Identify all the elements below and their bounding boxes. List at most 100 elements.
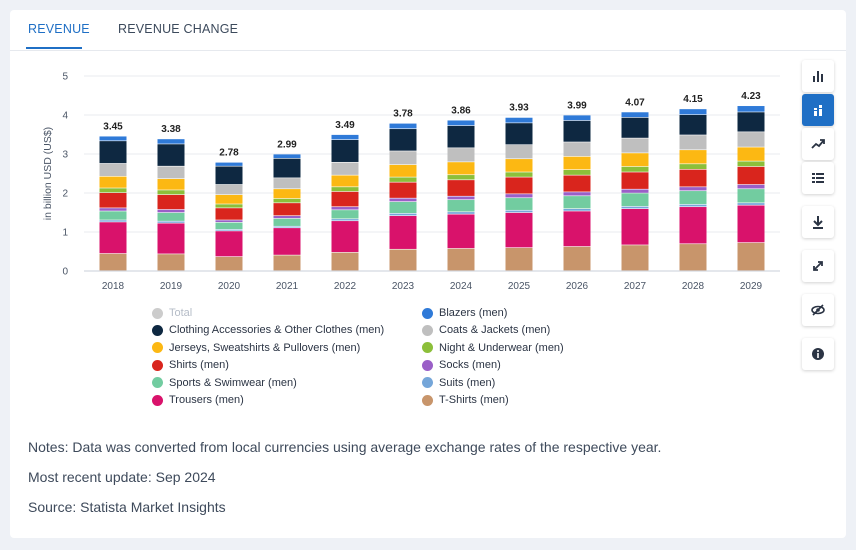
bar-segment xyxy=(622,112,649,117)
x-tick-label: 2025 xyxy=(508,281,531,292)
bar-segment xyxy=(622,167,649,172)
bar-segment xyxy=(738,185,765,189)
bar-segment xyxy=(680,109,707,114)
bar-segment xyxy=(448,175,475,179)
legend-item[interactable]: Suits (men) xyxy=(422,377,495,389)
bar-segment xyxy=(332,192,359,207)
bar-segment xyxy=(622,245,649,270)
bar-total-label: 4.07 xyxy=(625,97,645,108)
bar-segment xyxy=(216,185,243,195)
legend-label: Jerseys, Sweatshirts & Pullovers (men) xyxy=(169,342,360,354)
bar-segment xyxy=(448,180,475,196)
legend-item[interactable]: Blazers (men) xyxy=(422,307,507,319)
bar-segment xyxy=(390,129,417,151)
y-tick-label: 5 xyxy=(62,72,68,83)
legend-item[interactable]: Shirts (men) xyxy=(152,359,229,371)
bar-segment xyxy=(332,221,359,252)
bar-segment xyxy=(564,209,591,211)
bar-segment xyxy=(622,172,649,189)
legend-label: Coats & Jackets (men) xyxy=(439,324,550,336)
bar-segment xyxy=(564,121,591,142)
legend-item[interactable]: Jerseys, Sweatshirts & Pullovers (men) xyxy=(152,342,360,354)
bar-segment xyxy=(100,254,127,271)
legend-dot xyxy=(422,395,433,406)
bar-segment xyxy=(680,115,707,135)
bar-segment xyxy=(506,159,533,172)
bar-segment xyxy=(506,213,533,248)
bar-segment xyxy=(680,170,707,187)
legend-dot xyxy=(422,342,433,353)
bar-segment xyxy=(216,204,243,207)
trend-line-button[interactable] xyxy=(802,128,834,160)
bar-segment xyxy=(332,207,359,210)
bar-segment xyxy=(738,161,765,166)
legend-item[interactable]: Total xyxy=(152,307,192,319)
bar-segment xyxy=(390,182,417,197)
bar-total-label: 3.49 xyxy=(335,120,355,131)
bar-segment xyxy=(332,140,359,162)
x-tick-label: 2022 xyxy=(334,281,357,292)
bar-segment xyxy=(506,145,533,158)
bar-segment xyxy=(622,153,649,166)
bar-segment xyxy=(274,154,301,158)
info-button[interactable] xyxy=(802,338,834,370)
bar-segment xyxy=(216,220,243,222)
legend-dot xyxy=(422,308,433,319)
bar-segment xyxy=(622,207,649,209)
bar-segment xyxy=(506,118,533,123)
bar-segment xyxy=(622,193,649,206)
legend-item[interactable]: Coats & Jackets (men) xyxy=(422,324,550,336)
bar-segment xyxy=(680,191,707,204)
bar-segment xyxy=(680,244,707,270)
stacked-bar-button[interactable] xyxy=(802,94,834,126)
bar-segment xyxy=(332,210,359,218)
bar-segment xyxy=(448,126,475,148)
bar-segment xyxy=(274,203,301,215)
legend-label: Sports & Swimwear (men) xyxy=(169,377,297,389)
hide-button[interactable] xyxy=(802,294,834,326)
expand-button[interactable] xyxy=(802,250,834,282)
bar-segment xyxy=(448,197,475,200)
bar-segment xyxy=(680,164,707,169)
bar-segment xyxy=(564,115,591,120)
bar-total-label: 3.38 xyxy=(161,124,181,135)
bar-segment xyxy=(390,198,417,201)
bar-segment xyxy=(506,194,533,197)
bar-segment xyxy=(448,212,475,214)
bar-segment xyxy=(100,208,127,211)
bar-segment xyxy=(100,193,127,208)
bar-segment xyxy=(506,198,533,210)
legend-item[interactable]: T-Shirts (men) xyxy=(422,394,509,406)
bar-segment xyxy=(738,147,765,160)
bar-segment xyxy=(274,227,301,228)
table-button[interactable] xyxy=(802,162,834,194)
x-tick-label: 2018 xyxy=(102,281,125,292)
bar-segment xyxy=(564,196,591,208)
bar-segment xyxy=(332,175,359,186)
legend-item[interactable]: Night & Underwear (men) xyxy=(422,342,564,354)
bar-segment xyxy=(564,170,591,175)
bar-segment xyxy=(448,148,475,161)
download-button[interactable] xyxy=(802,206,834,238)
bar-segment xyxy=(158,195,185,209)
x-tick-label: 2020 xyxy=(218,281,241,292)
legend-label: T-Shirts (men) xyxy=(439,394,509,406)
bar-segment xyxy=(158,144,185,166)
bar-segment xyxy=(158,179,185,190)
bar-segment xyxy=(738,189,765,202)
legend-item[interactable]: Socks (men) xyxy=(422,359,501,371)
bar-segment xyxy=(158,166,185,178)
bar-segment xyxy=(738,203,765,205)
y-tick-label: 4 xyxy=(62,111,68,122)
bar-segment xyxy=(274,216,301,218)
legend-item[interactable]: Sports & Swimwear (men) xyxy=(152,377,297,389)
bar-segment xyxy=(564,157,591,170)
bar-segment xyxy=(274,228,301,255)
legend-item[interactable]: Trousers (men) xyxy=(152,394,244,406)
bar-total-label: 3.93 xyxy=(509,103,529,114)
legend-dot xyxy=(152,395,163,406)
bar-segment xyxy=(216,231,243,256)
legend-item[interactable]: Clothing Accessories & Other Clothes (me… xyxy=(152,324,384,336)
bar-segment xyxy=(506,211,533,213)
bar-chart-button[interactable] xyxy=(802,60,834,92)
